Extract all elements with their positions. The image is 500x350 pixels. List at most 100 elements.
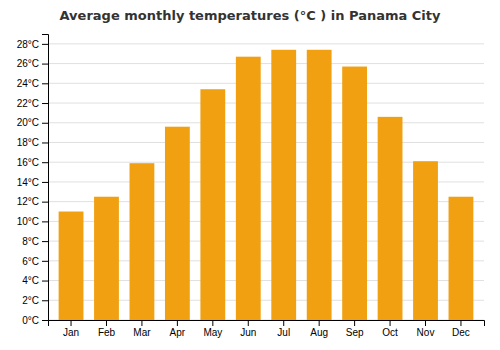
y-tick-mark bbox=[42, 142, 48, 143]
x-axis-line bbox=[49, 321, 485, 327]
x-tick: Oct bbox=[382, 320, 398, 338]
grid-line bbox=[48, 142, 484, 143]
y-tick-label: 18°C bbox=[17, 137, 39, 148]
x-tick-mark bbox=[141, 320, 142, 326]
bar bbox=[413, 161, 438, 320]
bar bbox=[378, 117, 403, 320]
y-tick: 24°C bbox=[17, 78, 48, 89]
x-tick-mark bbox=[354, 320, 355, 326]
y-tick: 28°C bbox=[17, 39, 48, 50]
y-tick-mark bbox=[42, 320, 48, 321]
bar bbox=[271, 50, 296, 320]
chart: Average monthly temperatures (°C ) in Pa… bbox=[0, 0, 500, 350]
y-tick: 26°C bbox=[17, 58, 48, 69]
y-tick-label: 16°C bbox=[17, 157, 39, 168]
y-tick-mark bbox=[42, 241, 48, 242]
x-tick-mark bbox=[177, 320, 178, 326]
plot: 0°C2°C4°C6°C8°C10°C12°C14°C16°C18°C20°C2… bbox=[17, 35, 485, 339]
grid-line bbox=[48, 122, 484, 123]
y-tick: 14°C bbox=[17, 177, 48, 188]
y-tick-mark bbox=[42, 182, 48, 183]
x-tick: Jul bbox=[277, 320, 290, 338]
bars bbox=[59, 50, 474, 320]
y-tick-label: 26°C bbox=[17, 58, 39, 69]
bar bbox=[165, 127, 190, 320]
x-tick-mark bbox=[71, 320, 72, 326]
x-tick-label: Jul bbox=[277, 327, 290, 338]
y-tick-label: 12°C bbox=[17, 196, 39, 207]
grid bbox=[48, 44, 484, 320]
x-tick-label: Sep bbox=[346, 327, 364, 338]
x-tick-mark bbox=[319, 320, 320, 326]
x-tick: Jan bbox=[63, 320, 79, 338]
y-tick: 4°C bbox=[22, 275, 48, 286]
y-tick-label: 24°C bbox=[17, 78, 39, 89]
x-tick-mark bbox=[248, 320, 249, 326]
y-tick-mark bbox=[42, 103, 48, 104]
x-tick-label: Jan bbox=[63, 327, 79, 338]
y-tick: 22°C bbox=[17, 98, 48, 109]
y-tick-mark bbox=[42, 281, 48, 282]
x-tick: May bbox=[203, 320, 222, 338]
y-tick: 20°C bbox=[17, 117, 48, 128]
x-tick: Apr bbox=[170, 320, 186, 338]
bar bbox=[94, 197, 119, 320]
x-tick-label: May bbox=[203, 327, 222, 338]
x-tick-label: Mar bbox=[133, 327, 151, 338]
y-tick-mark bbox=[42, 64, 48, 65]
bar bbox=[342, 67, 367, 320]
x-tick-label: Dec bbox=[452, 327, 470, 338]
x-tick: Mar bbox=[133, 320, 151, 338]
y-tick-label: 0°C bbox=[22, 315, 39, 326]
x-tick-mark bbox=[425, 320, 426, 326]
grid-line bbox=[48, 83, 484, 84]
y-tick-label: 20°C bbox=[17, 117, 39, 128]
y-tick: 16°C bbox=[17, 157, 48, 168]
title: Average monthly temperatures (°C ) in Pa… bbox=[60, 8, 441, 23]
bar bbox=[449, 197, 474, 320]
y-tick-label: 8°C bbox=[22, 236, 39, 247]
grid-line bbox=[48, 43, 484, 44]
grid-line bbox=[48, 103, 484, 104]
y-tick-label: 22°C bbox=[17, 98, 39, 109]
y-tick-label: 6°C bbox=[22, 256, 39, 267]
x-tick: Aug bbox=[310, 320, 328, 338]
x-tick-mark bbox=[390, 320, 391, 326]
y-tick-label: 28°C bbox=[17, 39, 39, 50]
x-tick-mark bbox=[283, 320, 284, 326]
y-tick-mark bbox=[42, 221, 48, 222]
x-tick-mark bbox=[212, 320, 213, 326]
bar bbox=[307, 50, 332, 320]
y-tick-mark bbox=[42, 123, 48, 124]
grid-line bbox=[48, 63, 484, 64]
y-tick-mark bbox=[42, 44, 48, 45]
y-tick: 12°C bbox=[17, 196, 48, 207]
x-tick-label: Apr bbox=[170, 327, 186, 338]
x-axis: Jan Feb Mar Apr May Jun Jul Aug Sep Oct Nov Dec bbox=[49, 320, 485, 338]
y-tick-label: 14°C bbox=[17, 177, 39, 188]
x-tick-mark bbox=[106, 320, 107, 326]
y-tick-mark bbox=[42, 83, 48, 84]
x-tick-label: Feb bbox=[98, 327, 116, 338]
bar bbox=[200, 89, 225, 320]
bar bbox=[130, 163, 155, 320]
x-tick: Jun bbox=[240, 320, 256, 338]
x-tick: Feb bbox=[98, 320, 116, 338]
y-tick-label: 4°C bbox=[22, 275, 39, 286]
y-tick: 18°C bbox=[17, 137, 48, 148]
x-tick: Dec bbox=[452, 320, 470, 338]
y-tick: 6°C bbox=[22, 256, 48, 267]
y-tick-mark bbox=[42, 300, 48, 301]
y-axis: 0°C2°C4°C6°C8°C10°C12°C14°C16°C18°C20°C2… bbox=[17, 35, 49, 326]
y-tick: 2°C bbox=[22, 295, 48, 306]
x-tick-mark bbox=[460, 320, 461, 326]
x-tick-label: Aug bbox=[310, 327, 328, 338]
x-tick-label: Nov bbox=[417, 327, 435, 338]
x-tick-label: Jun bbox=[240, 327, 256, 338]
y-axis-line bbox=[42, 35, 49, 321]
x-tick: Nov bbox=[417, 320, 435, 338]
x-tick: Sep bbox=[346, 320, 364, 338]
y-tick-mark bbox=[42, 202, 48, 203]
y-tick: 8°C bbox=[22, 236, 48, 247]
y-tick-mark bbox=[42, 162, 48, 163]
